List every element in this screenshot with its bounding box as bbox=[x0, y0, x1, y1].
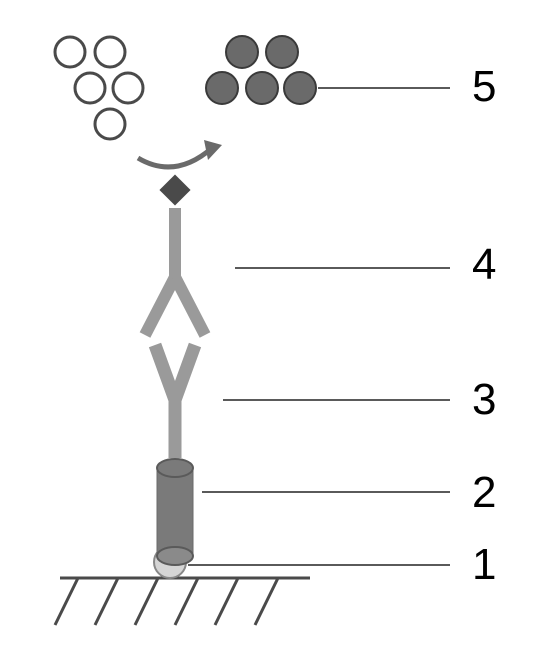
label-5: 5 bbox=[472, 62, 496, 112]
conversion-arrow bbox=[138, 140, 222, 167]
empty-circles-group bbox=[55, 37, 143, 139]
filled-circles-group bbox=[206, 36, 316, 104]
label-1: 1 bbox=[472, 540, 496, 590]
label-2: 2 bbox=[472, 468, 496, 518]
upper-y-antibody bbox=[145, 208, 205, 335]
surface-group bbox=[55, 578, 310, 625]
lower-y-antibody bbox=[155, 345, 195, 458]
label-3: 3 bbox=[472, 375, 496, 425]
diagram-canvas bbox=[0, 0, 540, 649]
label-4: 4 bbox=[472, 240, 496, 290]
cylinder bbox=[157, 459, 193, 565]
surface-hatches bbox=[55, 578, 278, 625]
leader-lines bbox=[188, 88, 450, 565]
diamond bbox=[159, 174, 190, 205]
